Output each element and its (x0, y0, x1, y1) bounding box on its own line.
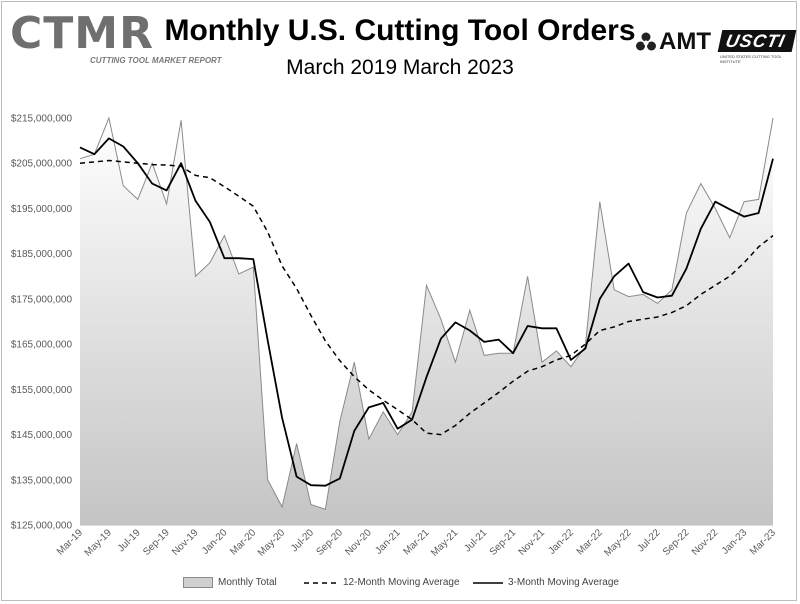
y-tick-label: $185,000,000 (11, 249, 73, 260)
x-tick-label: Sep-20 (314, 527, 345, 558)
x-tick-label: Mar-19 (55, 527, 85, 557)
y-tick-label: $135,000,000 (11, 475, 73, 486)
uscti-logo: USCTI UNITED STATES CUTTING TOOL INSTITU… (717, 30, 797, 64)
x-tick-label: Jul-22 (636, 527, 663, 554)
series-area-monthly-total (80, 118, 773, 525)
x-tick-label: Jul-19 (116, 527, 143, 554)
y-tick-label: $165,000,000 (11, 340, 73, 351)
y-tick-label: $195,000,000 (11, 204, 73, 215)
uscti-logo-tagline: UNITED STATES CUTTING TOOL INSTITUTE (720, 54, 782, 64)
ctmr-logo: CTMR CUTTING TOOL MARKET REPORT (10, 8, 222, 66)
x-tick-label: Nov-21 (517, 527, 548, 558)
y-axis: $125,000,000 $135,000,000 $145,000,000 $155… (11, 114, 73, 532)
x-tick-label: May-22 (602, 527, 634, 559)
x-tick-label: Mar-22 (575, 527, 605, 557)
x-tick-label: May-21 (429, 527, 461, 559)
x-tick-label: Jan-20 (200, 527, 230, 557)
legend-label-3-month: 3-Month Moving Average (508, 577, 619, 588)
legend-label-monthly-total: Monthly Total (218, 577, 277, 588)
x-tick-label: Sep-22 (661, 527, 692, 558)
chart-subtitle: March 2019 March 2023 (286, 56, 514, 79)
x-tick-label: Sep-19 (141, 527, 172, 558)
ctmr-logo-tagline: CUTTING TOOL MARKET REPORT (90, 56, 222, 65)
legend-label-12-month: 12-Month Moving Average (343, 577, 460, 588)
x-tick-label: Nov-22 (690, 527, 721, 558)
y-tick-label: $205,000,000 (11, 159, 73, 170)
legend-item-monthly-total: Monthly Total (183, 577, 277, 588)
legend-swatch-solid (473, 581, 503, 584)
x-tick-label: Nov-19 (170, 527, 201, 558)
y-tick-label: $155,000,000 (11, 385, 73, 396)
x-tick-label: Jan-22 (547, 527, 577, 557)
y-tick-label: $145,000,000 (11, 430, 73, 441)
y-tick-label: $125,000,000 (11, 521, 73, 532)
x-tick-label: Jul-21 (462, 527, 489, 554)
legend-swatch-dashed (304, 581, 338, 584)
x-tick-label: Jan-21 (373, 527, 403, 557)
legend-swatch-area (183, 577, 213, 588)
series-group (79, 116, 774, 525)
x-tick-label: May-19 (83, 527, 115, 559)
y-tick-label: $175,000,000 (11, 294, 73, 305)
x-tick-label: Nov-20 (343, 527, 374, 558)
x-tick-label: Jul-20 (289, 527, 316, 554)
amt-emblem-icon (636, 32, 656, 51)
series-line-12-month-moving-average (79, 159, 774, 436)
series-line-3-month-moving-average (79, 137, 774, 487)
x-tick-label: May-20 (256, 527, 288, 559)
x-tick-label: Mar-20 (228, 527, 258, 557)
x-tick-label: Mar-21 (401, 527, 431, 557)
x-tick-label: Jan-23 (720, 527, 750, 557)
y-tick-label: $215,000,000 (11, 114, 73, 125)
legend-item-12-month: 12-Month Moving Average (304, 577, 460, 588)
x-tick-label: Mar-23 (748, 527, 778, 557)
amt-logo: AMT (636, 28, 711, 56)
series-area-outline (79, 116, 774, 510)
ctmr-logo-text: CTMR (10, 8, 154, 59)
legend-item-3-month: 3-Month Moving Average (473, 577, 619, 588)
chart-title: Monthly U.S. Cutting Tool Orders (164, 14, 636, 47)
x-tick-label: Sep-21 (488, 527, 519, 558)
amt-logo-text: AMT (659, 28, 711, 55)
